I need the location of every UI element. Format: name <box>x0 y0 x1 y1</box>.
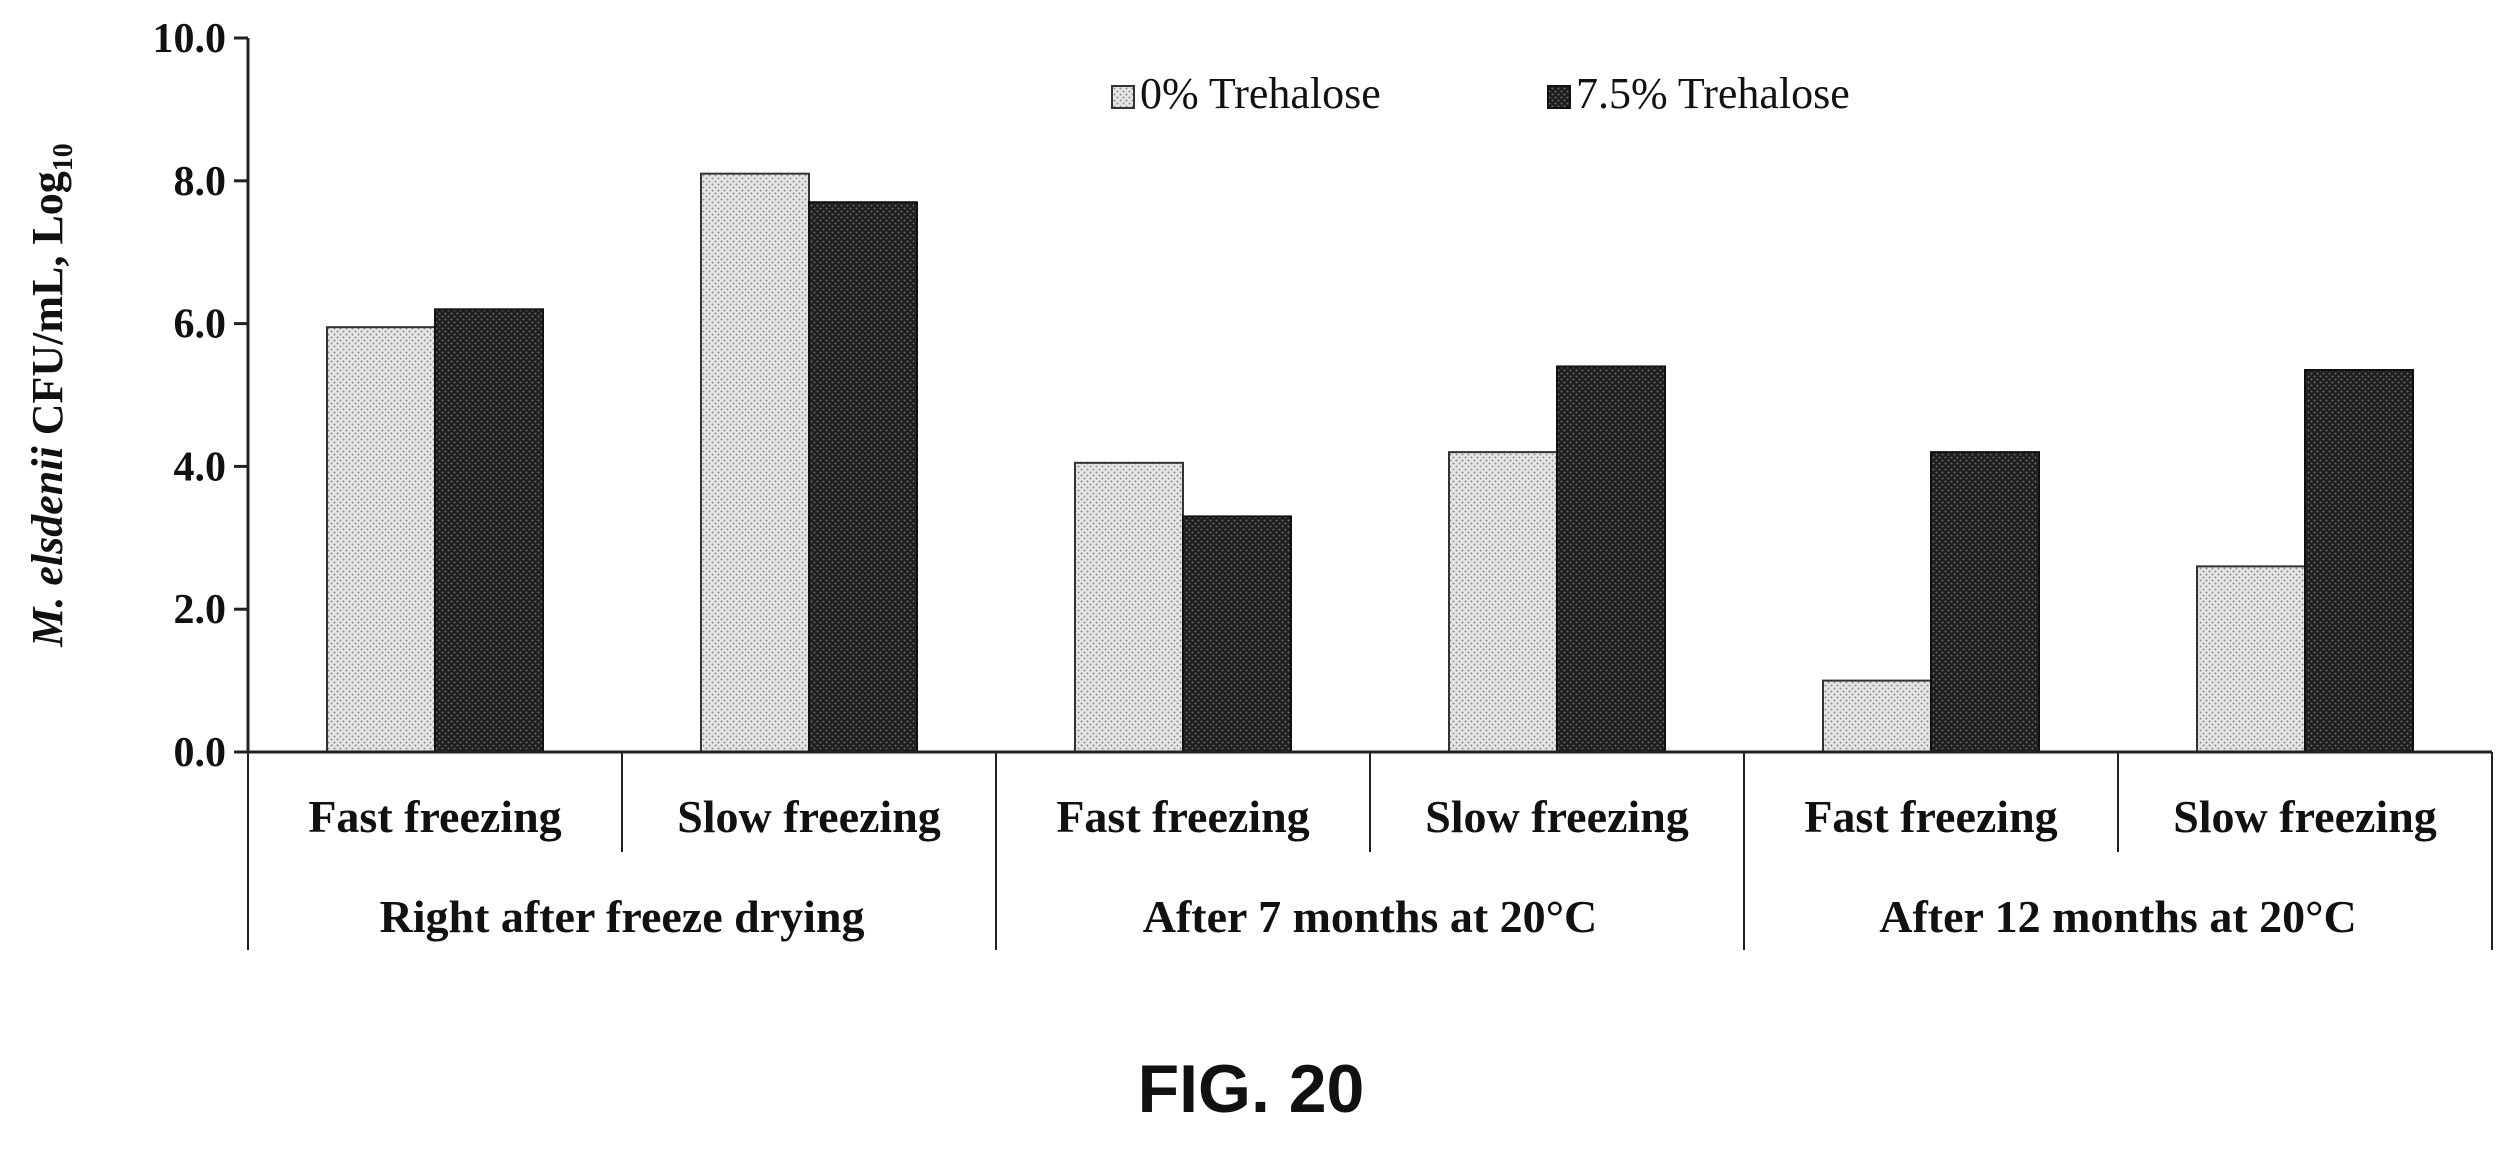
legend-swatch-0 <box>1111 85 1135 109</box>
category-label-5: Slow freezing <box>2173 791 2437 842</box>
figure-label: FIG. 20 <box>1137 1051 1365 1127</box>
bar-s1-c0 <box>434 308 544 753</box>
category-label-2: Fast freezing <box>1056 791 1309 842</box>
group-label-1: After 7 months at 20°C <box>1143 891 1598 942</box>
bar-s1-c3 <box>1556 365 1666 753</box>
bars-layer <box>326 172 2414 754</box>
bar-s1-c5 <box>2304 369 2414 753</box>
y-axis-label-subscript: 10 <box>48 143 79 171</box>
y-axis-label: M. elsdenii CFU/mL, Log10 <box>23 143 79 647</box>
category-label-3: Slow freezing <box>1425 791 1689 842</box>
bar-s1-c2 <box>1182 515 1292 753</box>
group-labels: Right after freeze drying After 7 months … <box>380 891 2357 942</box>
bar-chart: 0.0 2.0 4.0 6.0 8.0 10.0 Fast freezing Slow fr… <box>23 16 2493 950</box>
y-tick-label-2: 4.0 <box>174 444 227 490</box>
bar-s1-c1 <box>808 201 918 754</box>
group-label-0: Right after freeze drying <box>380 891 865 942</box>
y-axis-label-rest: CFU/mL, Log <box>23 171 72 446</box>
legend-label-0: 0% Trehalose <box>1140 69 1381 118</box>
category-label-0: Fast freezing <box>308 791 561 842</box>
legend: 0% Trehalose 7.5% Trehalose <box>1111 69 1850 118</box>
bar-s0-c5 <box>2196 565 2306 753</box>
y-tick-label-3: 6.0 <box>174 302 227 348</box>
bar-s0-c4 <box>1822 679 1932 753</box>
category-labels: Fast freezing Slow freezing Fast freezing S… <box>308 791 2436 842</box>
group-label-2: After 12 months at 20°C <box>1879 891 2357 942</box>
y-tick-label-1: 2.0 <box>174 587 227 633</box>
y-tick-label-0: 0.0 <box>174 730 227 776</box>
bar-s0-c2 <box>1074 461 1184 753</box>
legend-label-1: 7.5% Trehalose <box>1576 69 1850 118</box>
category-label-4: Fast freezing <box>1804 791 2057 842</box>
y-axis-label-italic: M. elsdenii <box>23 446 72 648</box>
y-ticks: 0.0 2.0 4.0 6.0 8.0 10.0 <box>153 16 248 776</box>
category-label-1: Slow freezing <box>677 791 941 842</box>
y-tick-label-4: 8.0 <box>174 159 227 205</box>
bar-s1-c4 <box>1930 451 2040 753</box>
bar-s0-c1 <box>700 172 810 754</box>
x-separators <box>247 752 2493 950</box>
y-tick-label-5: 10.0 <box>153 16 227 62</box>
legend-swatch-1 <box>1547 85 1571 109</box>
bar-s0-c3 <box>1448 451 1558 753</box>
bar-s0-c0 <box>326 326 436 753</box>
